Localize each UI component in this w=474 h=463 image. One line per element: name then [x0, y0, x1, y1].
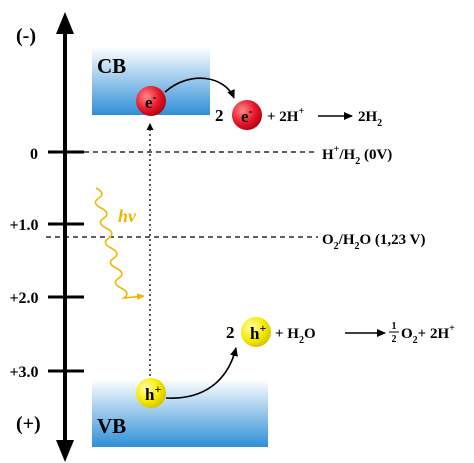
tick-label-1: +1.0 — [9, 217, 38, 234]
electron-cb-label: e- — [145, 90, 157, 112]
cb-label: CB — [97, 54, 126, 78]
tick-label-0: 0 — [30, 146, 38, 163]
photon-label: hν — [118, 206, 137, 226]
axis-top-label: (-) — [16, 25, 36, 47]
electron-reaction — [232, 100, 262, 130]
hole-vb — [136, 378, 166, 408]
electron-reaction-label: e- — [241, 104, 253, 126]
tick-label-3: +3.0 — [9, 364, 38, 381]
axis-bottom-arrowhead — [56, 440, 74, 462]
vb-label: VB — [97, 414, 126, 438]
hole-reaction-label: h+ — [250, 321, 266, 343]
axis-top-arrowhead — [56, 12, 74, 34]
oxidation-reactant: + H2O — [275, 326, 316, 346]
hole-reaction — [241, 317, 271, 347]
tick-label-2: +2.0 — [9, 290, 38, 307]
oxidation-coefficient: 2 — [226, 323, 235, 342]
hole-transfer-arrow — [165, 347, 238, 399]
valence-band — [92, 379, 268, 447]
reduction-reactant: + 2H+ — [267, 106, 304, 125]
oxidation-product: O2+ 2H+ — [401, 323, 455, 346]
hole-vb-label: h+ — [145, 382, 161, 404]
photon-arrow — [94, 187, 145, 301]
fraction-denominator: 2 — [392, 334, 397, 345]
o2-level-label: O2/H2O (1,23 V) — [322, 232, 426, 252]
axis-bottom-label: (+) — [16, 413, 41, 435]
electron-transfer-arrow — [164, 77, 235, 99]
reduction-product: 2H2 — [358, 109, 382, 129]
reduction-coefficient: 2 — [215, 106, 224, 125]
axis-ticks — [48, 150, 84, 373]
h2-level-label: H+/H2 (0V) — [322, 144, 392, 167]
fraction-numerator: 1 — [392, 321, 397, 332]
electron-cb — [136, 86, 166, 116]
